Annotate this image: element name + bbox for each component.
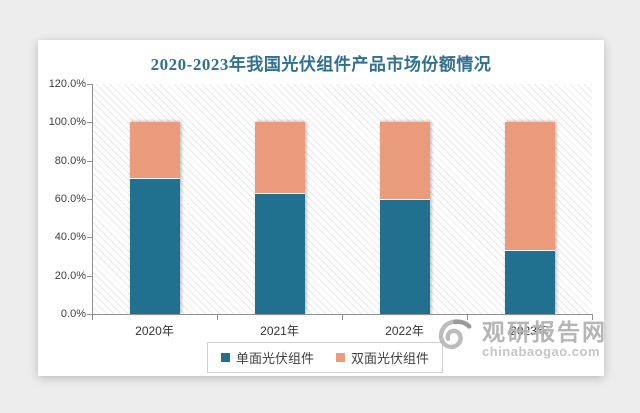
x-tick-label: 2020年 — [135, 324, 174, 338]
y-tick-label: 120.0% — [48, 78, 86, 90]
y-axis-tick — [87, 84, 92, 85]
x-axis-tick — [467, 315, 468, 320]
x-axis-tick — [592, 315, 593, 320]
y-axis-tick — [87, 122, 92, 124]
y-axis-tick — [87, 160, 92, 162]
bar-segment-双面光伏组件 — [254, 122, 305, 194]
legend-swatch-icon — [336, 353, 345, 362]
watermark: 观研报告网 chinabaogao.com — [434, 318, 609, 361]
bar-2021年 — [254, 122, 305, 314]
swirl-icon — [434, 318, 478, 361]
watermark-domain: chinabaogao.com — [482, 344, 601, 359]
legend-item-双面光伏组件: 双面光伏组件 — [336, 348, 429, 367]
bar-segment-单面光伏组件 — [254, 194, 305, 314]
bar-2022年 — [379, 122, 430, 314]
bar-2020年 — [129, 122, 180, 314]
y-tick-label: 20.0% — [54, 269, 86, 282]
x-axis-line — [92, 314, 593, 315]
watermark-text: 观研报告网 — [482, 319, 607, 345]
bar-segment-单面光伏组件 — [504, 250, 555, 314]
y-tick-label: 0.0% — [60, 308, 86, 320]
legend-label: 单面光伏组件 — [235, 351, 314, 366]
y-axis-line — [92, 84, 93, 315]
x-axis-tick — [217, 315, 218, 320]
legend-label: 双面光伏组件 — [351, 351, 430, 366]
y-tick-label: 80.0% — [54, 154, 86, 167]
bar-segment-单面光伏组件 — [379, 199, 430, 314]
x-axis-tick — [92, 315, 93, 320]
y-axis-tick — [87, 314, 92, 315]
legend-item-单面光伏组件: 单面光伏组件 — [220, 348, 314, 367]
x-tick-label: 2022年 — [385, 324, 424, 338]
y-axis-tick — [87, 237, 92, 239]
bar-segment-双面光伏组件 — [129, 122, 180, 180]
bar-segment-双面光伏组件 — [504, 122, 555, 251]
y-axis-tick — [87, 275, 92, 277]
y-tick-label: 60.0% — [54, 193, 86, 205]
bar-segment-单面光伏组件 — [129, 179, 180, 314]
chart-title: 2020-2023年我国光伏组件产品市场份额情况 — [150, 55, 492, 74]
y-tick-label: 40.0% — [54, 231, 86, 244]
x-axis-tick — [342, 315, 343, 320]
x-tick-label: 2023年 — [510, 324, 549, 338]
legend: 单面光伏组件 双面光伏组件 — [206, 342, 444, 373]
y-tick-label: 100.0% — [48, 116, 86, 129]
bar-2023年 — [504, 122, 555, 314]
bar-segment-双面光伏组件 — [379, 122, 430, 200]
x-tick-label: 2021年 — [260, 324, 299, 338]
y-axis-tick — [87, 199, 92, 200]
legend-swatch-icon — [220, 353, 230, 362]
